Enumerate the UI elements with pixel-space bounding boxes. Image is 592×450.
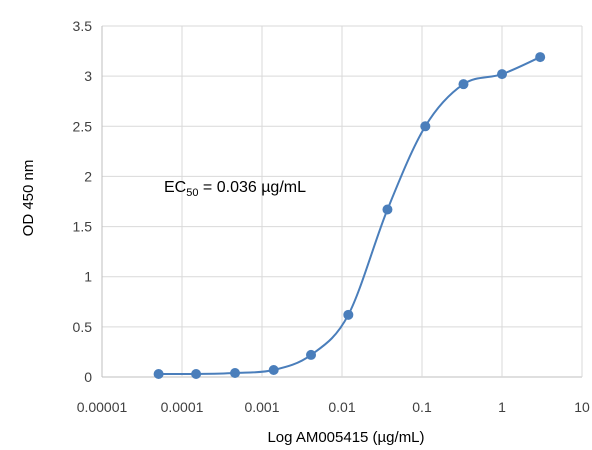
x-tick-label: 0.00001 [77,399,128,415]
x-tick-label: 0.01 [328,399,355,415]
y-tick-label: 0.5 [73,319,93,335]
data-point [382,204,393,215]
data-point [268,364,279,375]
x-tick-label: 0.0001 [161,399,204,415]
grid [101,25,583,378]
ec50-value: = 0.036 µg/mL [198,179,306,196]
fit-curve [158,56,541,376]
data-point [420,121,431,132]
ec50-prefix: EC [164,179,186,196]
y-tick-label: 2.5 [73,118,93,134]
x-tick-label: 0.001 [244,399,279,415]
ec50-annotation: EC50 = 0.036 µg/mL [164,179,306,199]
x-tick-labels: 0.00001 0.0001 0.001 0.01 0.1 1 10 [77,399,590,415]
y-tick-label: 1 [84,269,92,285]
x-tick-label: 1 [498,399,506,415]
y-tick-label: 0 [84,369,92,385]
data-points [153,52,546,379]
data-point [191,368,202,379]
data-point [497,69,507,80]
x-tick-label: 0.1 [412,399,432,415]
x-axis-label: Log AM005415 (µg/mL) [267,429,424,446]
x-tick-label: 10 [574,399,590,415]
y-tick-label: 2 [84,168,92,184]
y-axis-label: OD 450 nm [20,160,37,237]
y-tick-label: 1.5 [73,219,93,235]
fit-curve-layer [158,56,541,376]
y-tick-label: 3 [84,68,92,84]
data-point [230,367,241,378]
data-point [343,309,354,320]
data-point [458,79,469,90]
data-point [306,349,317,360]
data-point [535,52,546,63]
data-point [153,368,164,379]
y-tick-label: 3.5 [73,18,93,34]
y-tick-labels: 0 0.5 1 1.5 2 2.5 3 3.5 [73,18,93,385]
ec50-subscript: 50 [186,187,198,199]
